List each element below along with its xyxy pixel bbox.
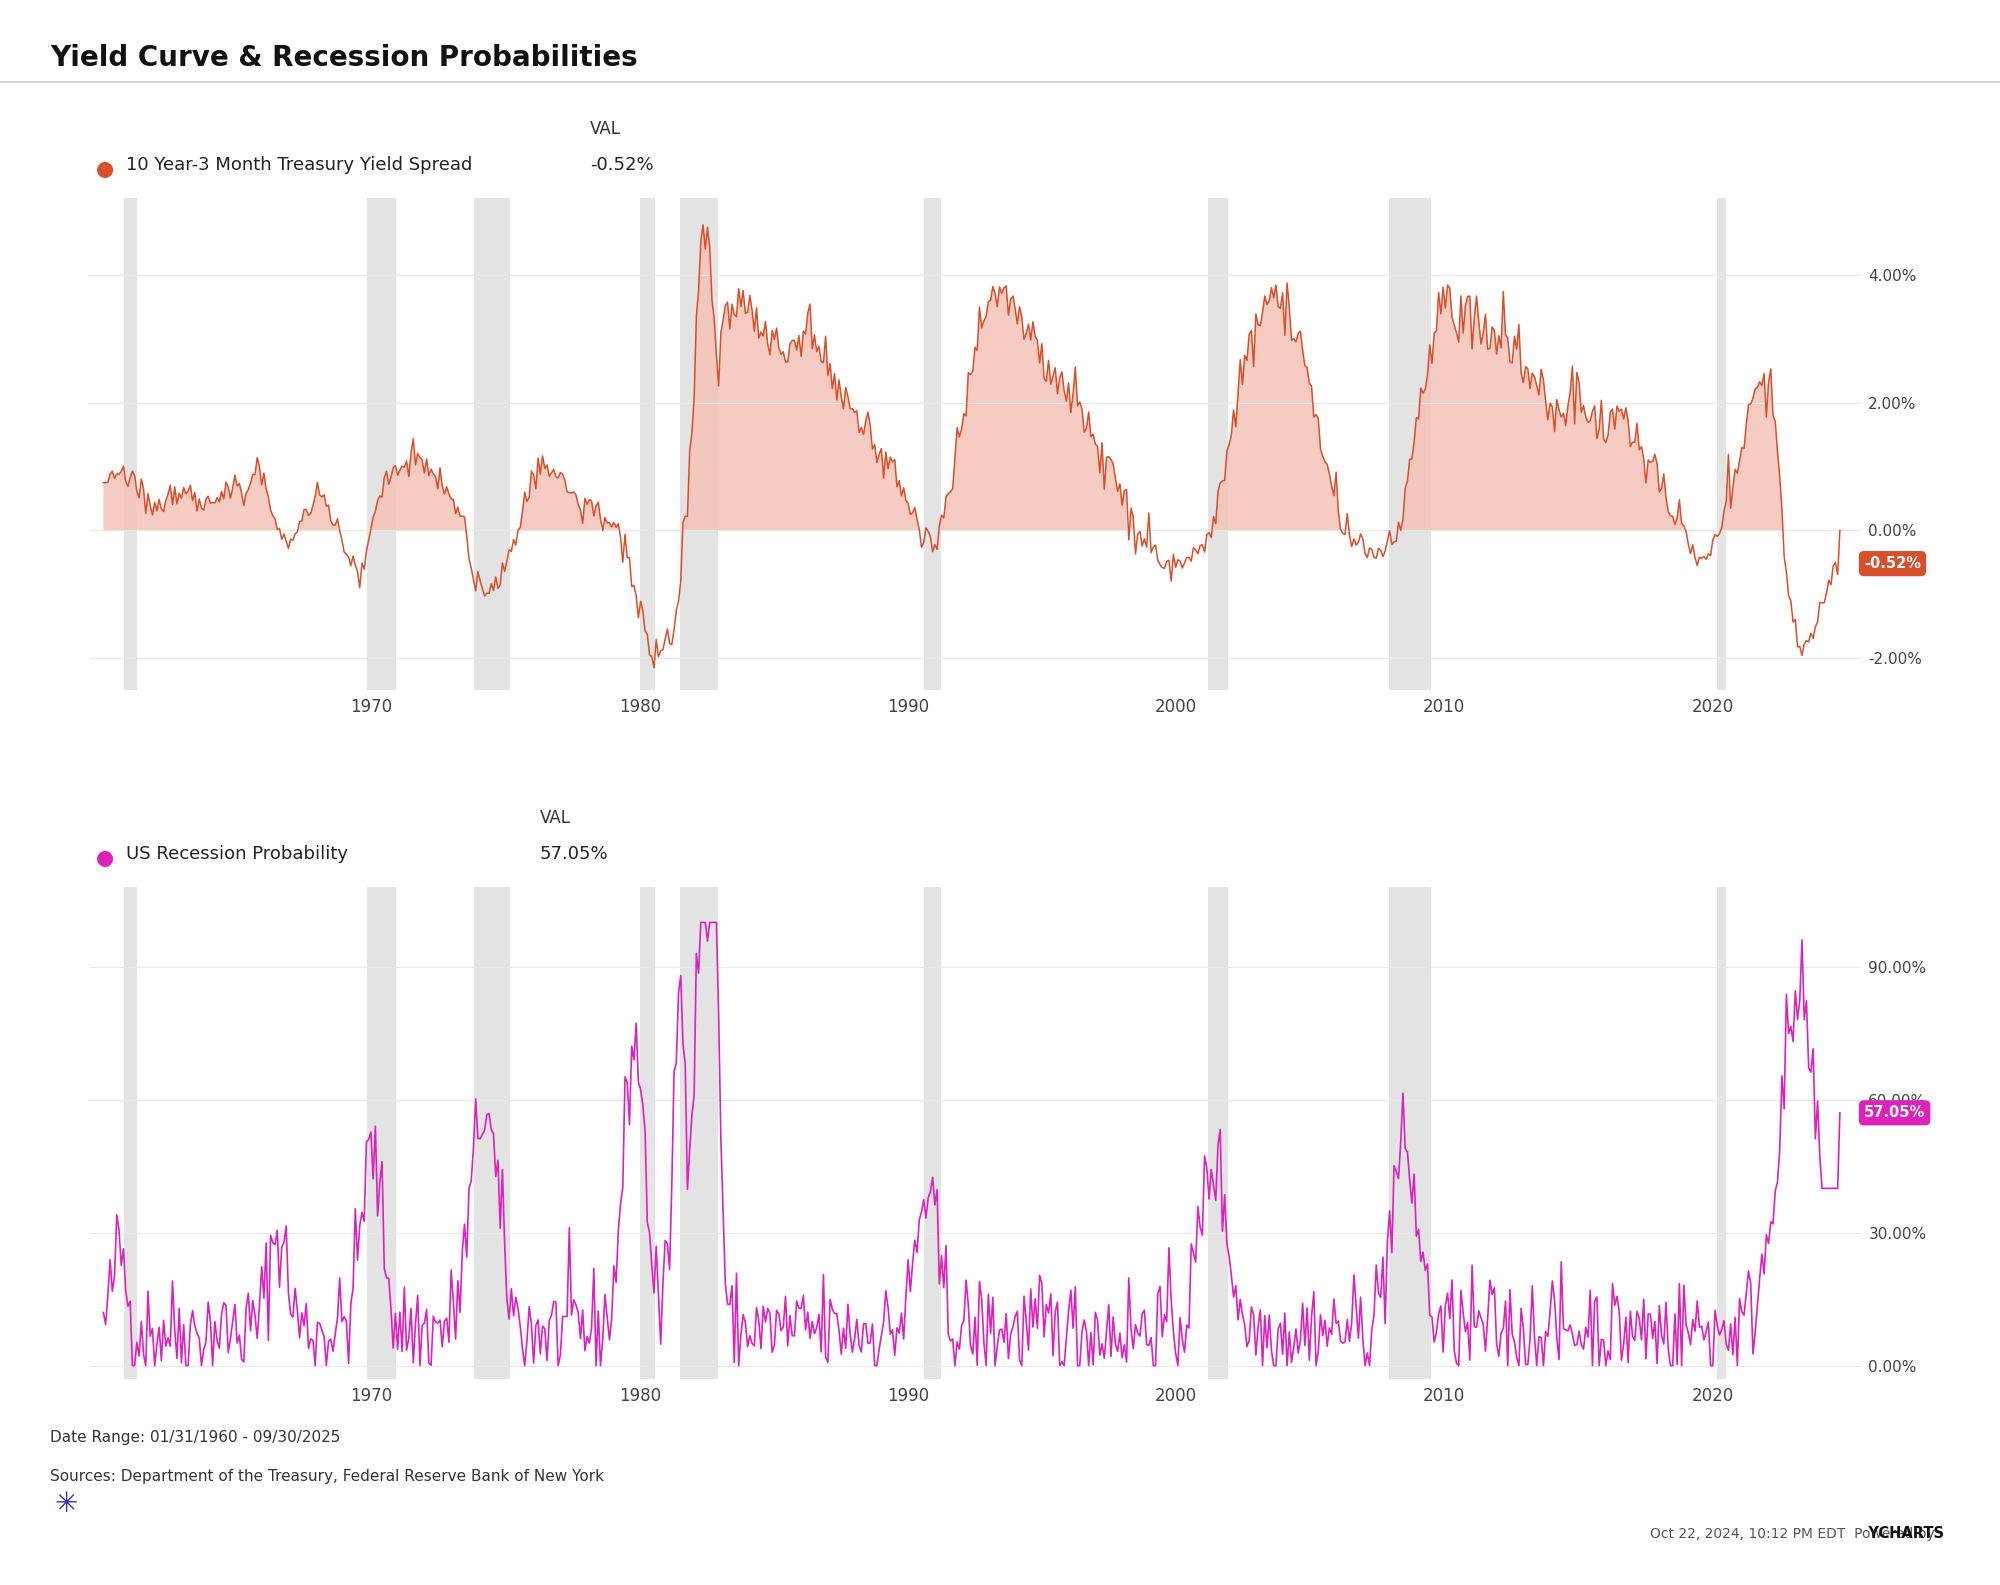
Bar	[924, 888, 942, 1379]
Bar	[124, 888, 136, 1379]
Bar	[368, 888, 396, 1379]
Bar	[680, 198, 718, 689]
Bar	[368, 198, 396, 689]
Bar	[1718, 888, 1726, 1379]
Text: Oct 22, 2024, 10:12 PM EDT  Powered by: Oct 22, 2024, 10:12 PM EDT Powered by	[1650, 1526, 1944, 1541]
Bar	[474, 198, 510, 689]
Text: ●: ●	[96, 158, 114, 179]
Bar	[640, 198, 656, 689]
Bar	[1388, 888, 1430, 1379]
Text: 57.05%: 57.05%	[1864, 1105, 1926, 1121]
Text: -0.52%: -0.52%	[1864, 556, 1920, 571]
Text: YCHARTS: YCHARTS	[1608, 1526, 1944, 1541]
Bar	[1388, 198, 1430, 689]
Bar	[680, 888, 718, 1379]
Bar	[1208, 888, 1228, 1379]
Text: VAL: VAL	[540, 808, 572, 827]
Bar	[1718, 198, 1726, 689]
Text: 10 Year-3 Month Treasury Yield Spread: 10 Year-3 Month Treasury Yield Spread	[126, 157, 472, 174]
Text: Date Range: 01/31/1960 - 09/30/2025: Date Range: 01/31/1960 - 09/30/2025	[50, 1430, 340, 1444]
Text: 57.05%: 57.05%	[540, 845, 608, 864]
Bar	[124, 198, 136, 689]
Text: US Recession Probability: US Recession Probability	[126, 845, 348, 864]
Bar	[474, 888, 510, 1379]
Text: ✳: ✳	[54, 1490, 78, 1518]
Bar	[1208, 198, 1228, 689]
Text: -0.52%: -0.52%	[590, 157, 654, 174]
Text: ●: ●	[96, 848, 114, 869]
Text: Sources: Department of the Treasury, Federal Reserve Bank of New York: Sources: Department of the Treasury, Fed…	[50, 1469, 604, 1484]
Bar	[924, 198, 942, 689]
Bar	[640, 888, 656, 1379]
Text: Yield Curve & Recession Probabilities: Yield Curve & Recession Probabilities	[50, 44, 638, 73]
Text: VAL: VAL	[590, 120, 620, 138]
